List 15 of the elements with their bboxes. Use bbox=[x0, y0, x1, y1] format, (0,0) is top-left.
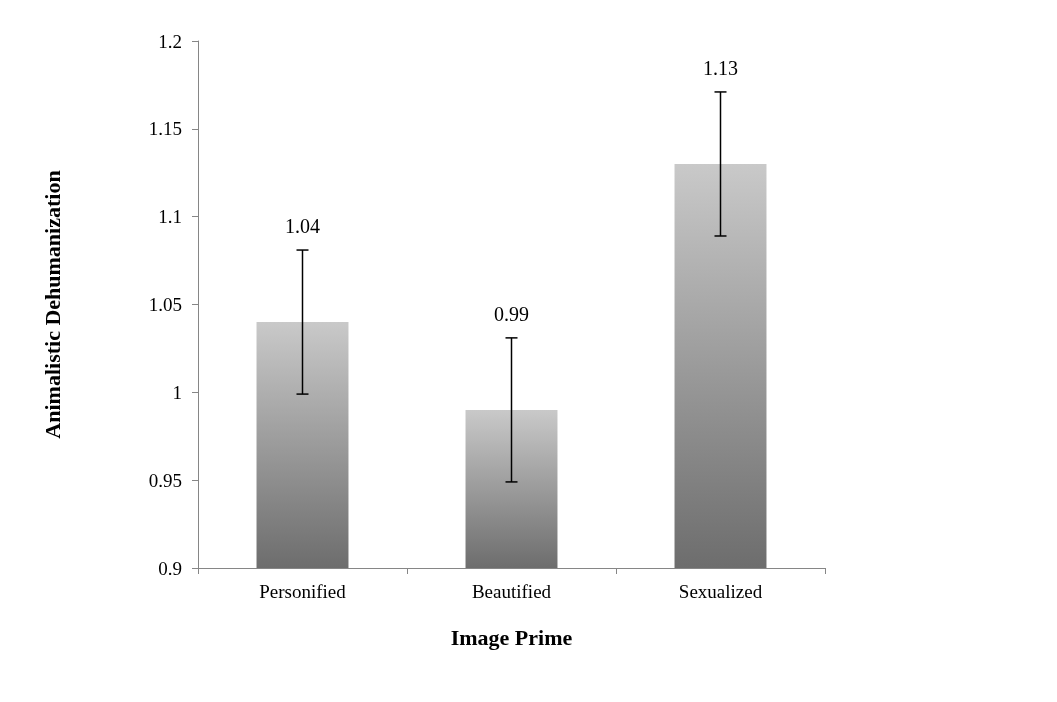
annotation: 1.13 bbox=[703, 56, 738, 79]
y-tick-label: 1.1 bbox=[158, 206, 182, 228]
y-tick-label: 0.95 bbox=[148, 469, 182, 491]
annotation: 1.04 bbox=[285, 215, 320, 238]
y-tick-label: 1.2 bbox=[158, 30, 182, 52]
y-tick-label: 0.9 bbox=[158, 557, 182, 579]
annotation: 0.99 bbox=[494, 302, 529, 325]
y-tick-label: 1 bbox=[172, 381, 182, 403]
x-tick-label: Beautified bbox=[471, 581, 552, 602]
y-tick-label: 1.05 bbox=[148, 294, 182, 315]
x-axis-title: Image Prime bbox=[450, 624, 573, 650]
x-tick-label: Personified bbox=[259, 581, 347, 602]
x-tick-label: Sexualized bbox=[678, 581, 763, 602]
y-axis-title: Animalistic Dehumanization bbox=[39, 170, 65, 439]
y-tick-label: 1.15 bbox=[148, 118, 182, 140]
